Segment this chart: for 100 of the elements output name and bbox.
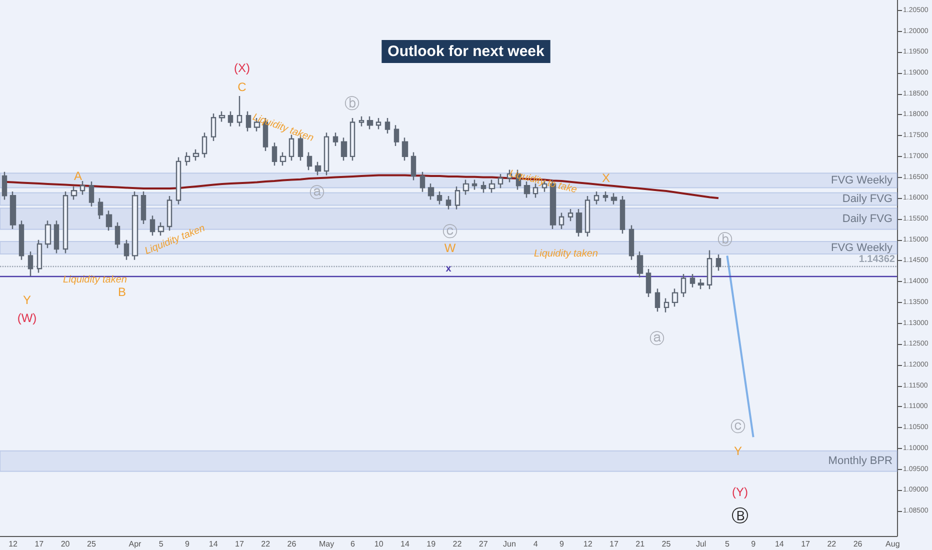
x-tick-label: 19 [426,540,436,548]
candlestick [340,137,348,162]
candlestick [166,195,172,232]
x-tick-label: 26 [853,540,863,548]
candlestick [620,195,626,234]
x-tick-label: 17 [801,540,811,548]
candlestick [384,117,390,134]
candlestick [140,190,146,225]
annotation: Liquidity to take [508,168,578,196]
candlestick [306,152,312,171]
annotation: (X) [234,61,250,75]
candlestick [576,208,582,238]
candlestick [18,220,24,260]
candlestick [280,152,286,166]
candlestick [98,198,104,220]
candlestick [176,156,182,205]
candlestick [428,182,434,200]
x-tick-label: 17 [235,540,244,548]
x-tick-label: 9 [751,540,756,548]
x-tick-label: 21 [636,540,646,548]
candlestick [646,268,652,298]
annotation: W [444,241,456,255]
candlestick [472,179,478,190]
candlestick [44,220,52,249]
candlestick [690,273,696,288]
candlestick [402,137,408,162]
candlestick [132,190,138,260]
candlestick [498,173,504,189]
annotation: Ⓑ [732,506,748,526]
x-tick-label: 12 [583,540,593,548]
candlestick [254,117,260,132]
ref-line-label: 1.14362 [858,254,896,265]
x-tick-label: 22 [452,540,462,548]
annotation: (Y) [732,485,748,499]
candlestick [2,171,8,200]
annotation: X [602,171,610,185]
x-tick-label: 10 [374,540,384,548]
annotation: B [118,285,126,299]
x-tick-label: Jul [696,540,706,548]
annotation: Y [22,293,32,307]
candlestick [210,112,216,142]
candlestick [672,288,678,308]
candlestick [488,179,496,194]
annotation: A [74,169,82,183]
annotation: C [238,80,247,94]
candlestick [150,215,156,236]
candlestick [36,239,42,274]
candlestick [236,95,242,127]
band-label: Daily FVG [842,212,892,225]
candlestick [420,171,426,192]
x-tick-label: May [319,540,334,548]
x-tick-label: 9 [185,540,190,548]
candlestick [246,110,252,132]
candlestick [558,212,564,230]
annotation: ⓑ [718,232,732,248]
x-tick-label: 14 [400,540,410,548]
candlestick [366,116,374,130]
candlestick [376,117,382,130]
band-label: Daily FVG [842,192,892,205]
candlestick [628,224,634,260]
x-tick-label: 5 [724,540,730,548]
candlestick [706,250,712,290]
candlestick [70,186,78,200]
x-tick-label: Aug [886,540,900,548]
candlestick [184,152,190,166]
candlestick [314,161,322,176]
x-tick-label: 5 [158,540,164,548]
annotation: ⓒ [442,224,458,240]
candlestick [436,190,442,205]
x-tick-label: Jun [503,540,516,548]
x-tick-label: 4 [533,540,538,548]
candlestick [158,222,164,236]
candlestick [446,195,452,210]
candlestick [192,148,200,162]
x-tick-label: 22 [827,540,837,548]
annotation: Y [734,444,742,458]
annotation: ⓐ [310,184,324,202]
x-tick-label: 22 [261,540,271,548]
candlestick [698,278,704,290]
candlestick [88,180,94,208]
candlestick [62,190,68,254]
annotation: ⓑ [344,96,360,112]
line-series [726,254,754,438]
text: Outlook for next week [388,43,545,60]
x-tick-label: 25 [662,540,672,548]
candlestick [680,273,686,298]
x-tick-label: 14 [208,540,218,548]
x-tick-label: 25 [86,540,96,548]
x-tick-label: 17 [34,540,44,548]
candlestick [550,179,556,230]
candlestick [218,110,226,122]
candlestick [202,132,208,158]
x-tick-label: 20 [60,540,70,548]
candlestick [602,190,608,202]
candlestick [410,152,416,181]
candlestick [272,142,278,166]
candlestick [106,210,112,232]
x-tick-label: 17 [610,540,619,548]
x-tick-label: 14 [774,540,784,548]
candlestick [454,186,460,210]
